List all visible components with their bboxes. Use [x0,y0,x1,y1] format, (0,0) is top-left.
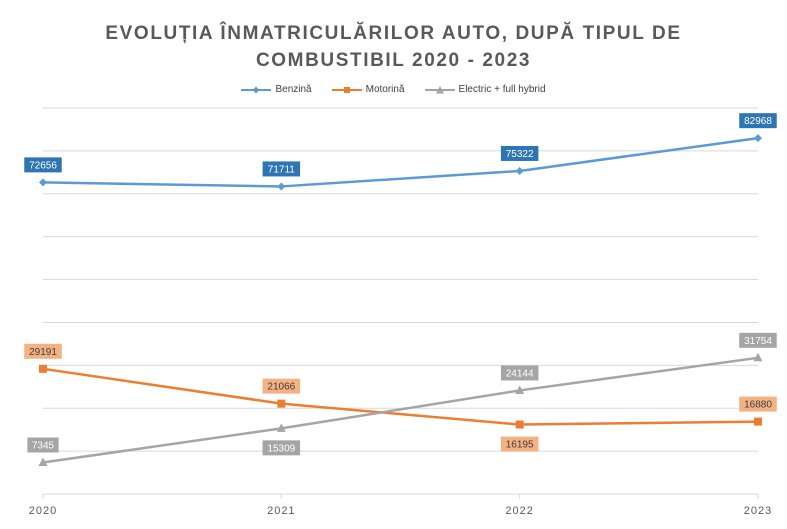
data-label-box [24,343,62,359]
legend-marker-electric [424,85,455,93]
data-point [39,364,47,373]
data-label: 16195 [506,440,534,451]
chart-title: EVOLUȚIA ÎNMATRICULĂRILOR AUTO, DUPĂ TIP… [0,20,787,74]
chart-title-line-2: COMBUSTIBIL 2020 - 2023 [255,50,532,71]
legend-label-motorina: Motorină [365,84,405,95]
x-tick-label: 2022 [505,505,533,517]
data-label: 72656 [29,160,57,171]
data-label-box [739,113,777,129]
x-tick-label: 2023 [744,505,772,517]
data-label: 75322 [506,149,534,160]
data-point [753,352,763,362]
data-label-box [500,365,539,381]
data-point [277,399,286,408]
data-label-box [27,437,59,453]
data-label-box [739,332,777,348]
data-label: 82968 [744,116,772,127]
data-point [39,178,47,187]
data-label-box [24,157,62,173]
x-tick-label: 2021 [267,505,295,517]
data-label: 7345 [32,440,55,451]
data-label-box [500,145,539,161]
legend-item-benzina: Benzină [241,84,312,95]
x-tick-label: 2020 [29,505,57,517]
series-line [42,356,759,464]
legend-label-electric: Electric + full hybrid [458,84,546,95]
data-label: 15309 [267,443,295,454]
series-line [42,367,759,426]
data-label-box [500,436,539,452]
data-point [276,423,286,432]
legend-item-motorina: Motorină [331,84,405,95]
data-point [515,166,524,175]
legend-label-benzina: Benzină [275,84,312,95]
data-label: 24144 [506,368,534,379]
legend-marker-benzina [241,86,272,93]
legend-item-electric: Electric + full hybrid [424,84,546,95]
data-label: 21066 [267,382,295,393]
data-label-box [262,440,301,456]
chart-legend: Benzină Motorină Electric + full hybrid [0,84,787,95]
series-line [42,136,759,188]
chart-title-line-1: EVOLUȚIA ÎNMATRICULĂRILOR AUTO, DUPĂ TIP… [105,23,682,44]
data-label: 31754 [744,336,772,347]
data-label: 16880 [744,400,772,411]
data-label-box [739,396,777,412]
legend-marker-motorina [331,86,362,93]
data-point [515,385,525,394]
data-label-box [262,378,301,394]
data-point [277,182,286,191]
data-point [515,420,524,429]
data-point [38,457,48,466]
data-point [754,417,762,426]
data-label: 71711 [268,164,296,175]
data-label-box [262,161,301,177]
data-label: 29191 [29,347,57,358]
data-point [754,134,762,143]
